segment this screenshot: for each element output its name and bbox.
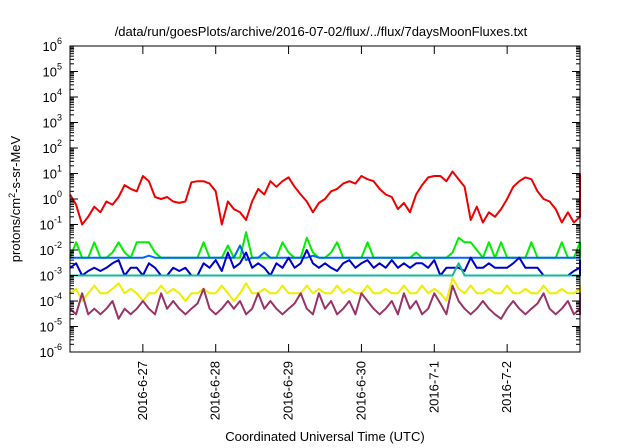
y-tick-label-base: 10 bbox=[40, 294, 54, 309]
y-axis: 10-610-510-410-310-210-11001011021031041… bbox=[40, 36, 580, 360]
series-line-7 bbox=[69, 284, 581, 320]
y-tick-label: 101 bbox=[43, 164, 62, 182]
y-tick-label-exp: -1 bbox=[54, 215, 62, 225]
y-tick-label-base: 10 bbox=[40, 218, 54, 233]
y-tick-label-exp: -2 bbox=[54, 240, 62, 250]
y-tick-label-exp: -4 bbox=[54, 291, 62, 301]
x-tick-label: 2016-6-30 bbox=[353, 361, 368, 420]
chart-title: /data/run/goesPlots/archive/2016-07-02/f… bbox=[115, 24, 528, 39]
y-tick-label: 10-4 bbox=[40, 291, 62, 309]
y-tick-label-base: 10 bbox=[40, 345, 54, 360]
y-tick-label: 104 bbox=[43, 87, 62, 105]
y-tick-label: 10-5 bbox=[40, 317, 62, 335]
x-tick-label: 2016-6-28 bbox=[208, 361, 223, 420]
y-tick-label: 10-1 bbox=[40, 215, 62, 233]
x-axis-label: Coordinated Universal Time (UTC) bbox=[225, 429, 424, 444]
series-line-4 bbox=[69, 249, 581, 277]
y-tick-label: 10-6 bbox=[40, 342, 62, 360]
y-tick-label-exp: -3 bbox=[54, 266, 62, 276]
y-tick-label-base: 10 bbox=[40, 269, 54, 284]
y-tick-label-base: 10 bbox=[40, 320, 54, 335]
y-tick-label-exp: 6 bbox=[57, 36, 62, 46]
y-tick-label-exp: 5 bbox=[57, 62, 62, 72]
y-tick-label-base: 10 bbox=[43, 116, 57, 131]
y-tick-label-base: 10 bbox=[43, 167, 57, 182]
y-axis-label-main: protons/cm bbox=[8, 198, 23, 262]
x-axis: 2016-6-27 2016-6-28 2016-6-29 2016-6-30 2016… bbox=[135, 46, 514, 420]
y-tick-label: 10-2 bbox=[40, 240, 62, 258]
x-tick-label: 2016-7-1 bbox=[426, 361, 441, 413]
y-tick-label-base: 10 bbox=[43, 39, 57, 54]
y-tick-label-exp: 3 bbox=[57, 113, 62, 123]
y-tick-label: 10-3 bbox=[40, 266, 62, 284]
x-tick-label: 2016-6-29 bbox=[281, 361, 296, 420]
y-tick-label-exp: 4 bbox=[57, 87, 62, 97]
y-tick-label-exp: 1 bbox=[57, 164, 62, 174]
series-line-1 bbox=[69, 170, 581, 226]
y-tick-label-exp: -6 bbox=[54, 342, 62, 352]
y-tick-label-exp: 0 bbox=[57, 189, 62, 199]
y-tick-label: 102 bbox=[43, 138, 62, 156]
series-line-6 bbox=[69, 277, 581, 302]
x-tick-label: 2016-7-2 bbox=[499, 361, 514, 413]
y-tick-label: 103 bbox=[43, 113, 62, 131]
series-line-3 bbox=[70, 244, 580, 262]
y-tick-label-base: 10 bbox=[43, 90, 57, 105]
y-tick-label-exp: 2 bbox=[57, 138, 62, 148]
y-tick-label: 105 bbox=[43, 62, 62, 80]
y-tick-label-base: 10 bbox=[43, 141, 57, 156]
series-line-5 bbox=[70, 262, 580, 277]
y-tick-label-base: 10 bbox=[43, 192, 57, 207]
y-tick-label: 100 bbox=[43, 189, 62, 207]
x-tick-label: 2016-6-27 bbox=[135, 361, 150, 420]
y-axis-label-rest: -s-sr-MeV bbox=[8, 135, 23, 192]
y-axis-label-sup: 2 bbox=[7, 193, 17, 198]
y-tick-label-base: 10 bbox=[43, 65, 57, 80]
y-tick-label-exp: -5 bbox=[54, 317, 62, 327]
y-axis-label: protons/cm2-s-sr-MeV bbox=[7, 135, 23, 262]
y-tick-label-base: 10 bbox=[40, 243, 54, 258]
series-layer bbox=[69, 170, 581, 320]
y-tick-label: 106 bbox=[43, 36, 62, 54]
